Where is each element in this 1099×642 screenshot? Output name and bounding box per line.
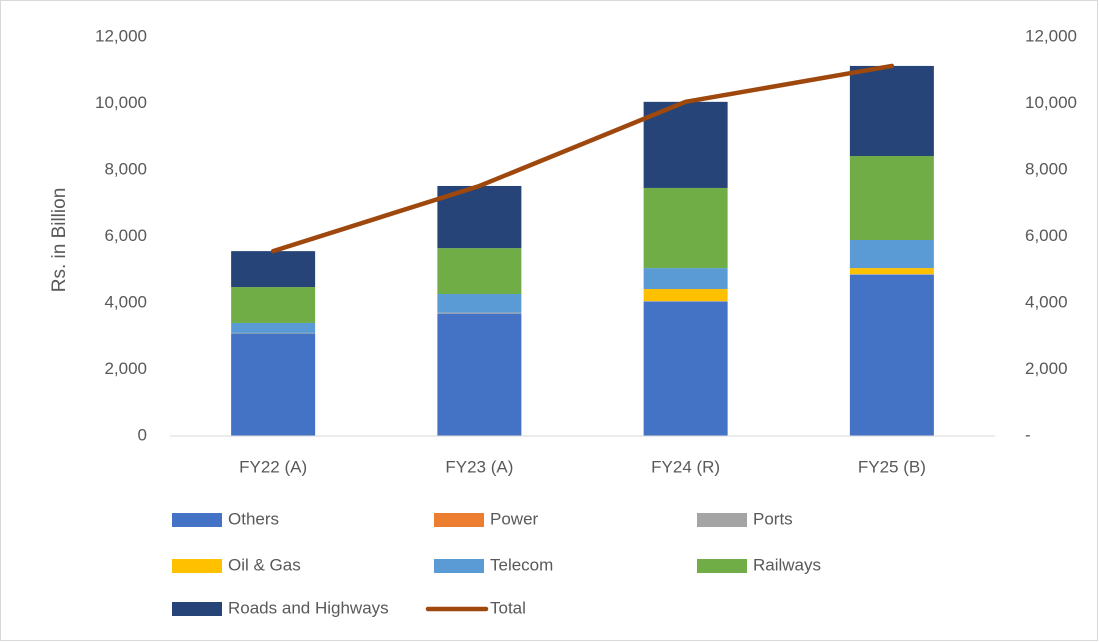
y2-tick-label: 6,000 [1025, 226, 1068, 245]
bar-segment [437, 248, 522, 295]
legend-swatch [697, 513, 747, 527]
y-axis-label: Rs. in Billion [49, 188, 70, 293]
bar-segment [437, 313, 522, 436]
total-line [270, 63, 895, 254]
y2-tick-label: 10,000 [1025, 93, 1077, 112]
bar-segment [643, 101, 728, 188]
y-tick-label: 10,000 [95, 93, 147, 112]
legend-swatch [697, 559, 747, 573]
bar-segment [231, 251, 316, 288]
bar-segment [643, 301, 728, 436]
y2-tick-label: 4,000 [1025, 292, 1068, 311]
bar-segment [643, 187, 728, 269]
bar-segment [849, 239, 934, 269]
legend-swatch [434, 513, 484, 527]
y2-tick-label: - [1025, 425, 1031, 444]
bar-segment [643, 268, 728, 290]
y2-tick-label: 2,000 [1025, 359, 1068, 378]
legend-label: Oil & Gas [228, 555, 301, 574]
bar-segment [231, 287, 316, 323]
x-tick-label: FY23 (A) [445, 457, 513, 476]
legend-label: Telecom [490, 555, 553, 574]
y-tick-label: 6,000 [104, 226, 147, 245]
legend-swatch [172, 559, 222, 573]
x-tick-label: FY24 (R) [651, 457, 720, 476]
y-tick-label: 2,000 [104, 359, 147, 378]
x-tick-label: FY22 (A) [239, 457, 307, 476]
y-tick-label: 0 [138, 425, 147, 444]
bar-segment [231, 333, 316, 436]
y2-tick-label: 12,000 [1025, 26, 1077, 45]
bar-segment [849, 274, 934, 275]
y-tick-label: 12,000 [95, 26, 147, 45]
bar-segment [849, 65, 934, 157]
bar-segment [231, 322, 316, 333]
bar-segment [643, 289, 728, 302]
y-tick-label: 8,000 [104, 159, 147, 178]
bar-segment [643, 301, 728, 302]
legend-label: Power [490, 509, 539, 528]
bar-segment [231, 332, 316, 334]
x-tick-label: FY25 (B) [858, 457, 926, 476]
bar-segment [437, 312, 522, 314]
bar-segment [849, 268, 934, 275]
legend-label: Total [490, 598, 526, 617]
legend-label: Ports [753, 509, 793, 528]
y-tick-label: 4,000 [104, 292, 147, 311]
legend-label: Railways [753, 555, 821, 574]
legend-swatch [172, 513, 222, 527]
legend-swatch [434, 559, 484, 573]
legend-swatch [172, 602, 222, 616]
legend-label: Others [228, 509, 279, 528]
bar-segment [849, 274, 934, 436]
bar-segment [849, 156, 934, 240]
legend-label: Roads and Highways [228, 598, 389, 617]
bar-segment [437, 294, 522, 313]
y2-tick-label: 8,000 [1025, 159, 1068, 178]
